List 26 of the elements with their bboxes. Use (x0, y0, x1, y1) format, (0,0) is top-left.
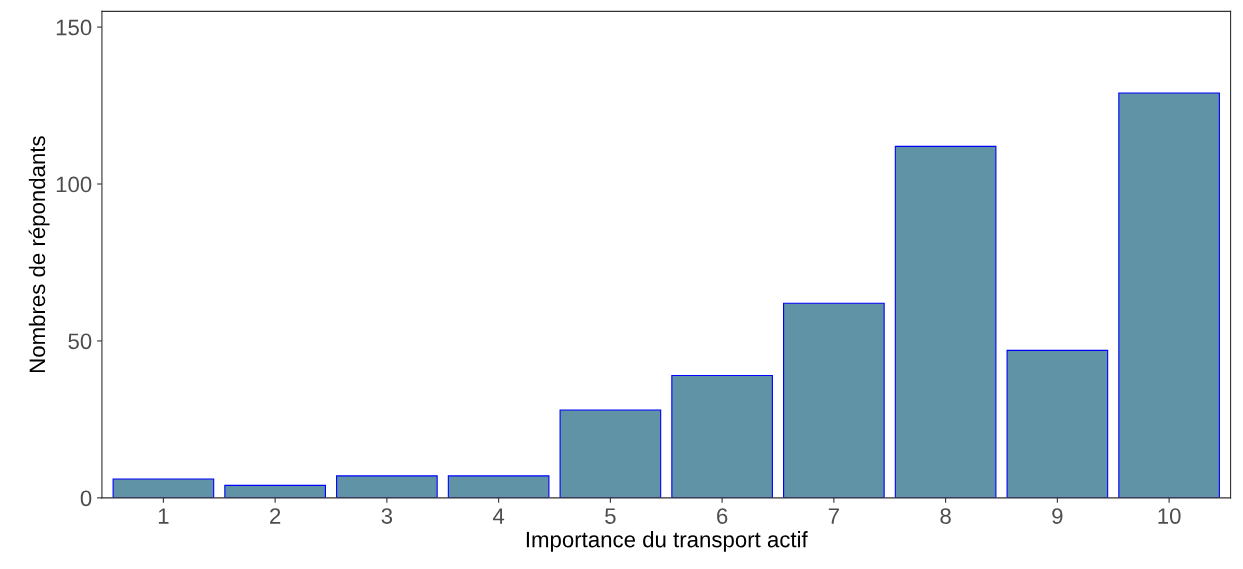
y-tick-label: 150 (56, 19, 92, 36)
bar (783, 302, 885, 498)
bar (1006, 349, 1109, 498)
bar (447, 475, 550, 498)
x-axis-title: Importance du transport actif (526, 531, 808, 552)
x-tick-label: 8 (940, 508, 951, 524)
bar (894, 145, 997, 498)
y-tick-label: 100 (56, 176, 92, 193)
x-tick-label: 3 (381, 508, 393, 524)
bar (671, 374, 773, 498)
y-tick-label: 0 (80, 490, 92, 507)
bar (336, 475, 438, 498)
x-tick-label: 7 (828, 508, 839, 524)
bar (559, 409, 662, 498)
x-tick-label: 4 (492, 508, 505, 524)
bar (112, 478, 215, 498)
x-tick-label: 6 (717, 508, 728, 524)
bar (1118, 92, 1220, 498)
x-tick-label: 9 (1052, 508, 1063, 524)
x-tick-label: 10 (1158, 508, 1181, 524)
y-tick-label: 50 (68, 333, 92, 350)
y-axis-title: Nombres de répondants (28, 136, 50, 372)
x-tick-label: 5 (605, 508, 616, 524)
x-tick-label: 2 (270, 508, 281, 524)
bar (224, 484, 326, 498)
x-tick-label: 1 (158, 508, 169, 524)
